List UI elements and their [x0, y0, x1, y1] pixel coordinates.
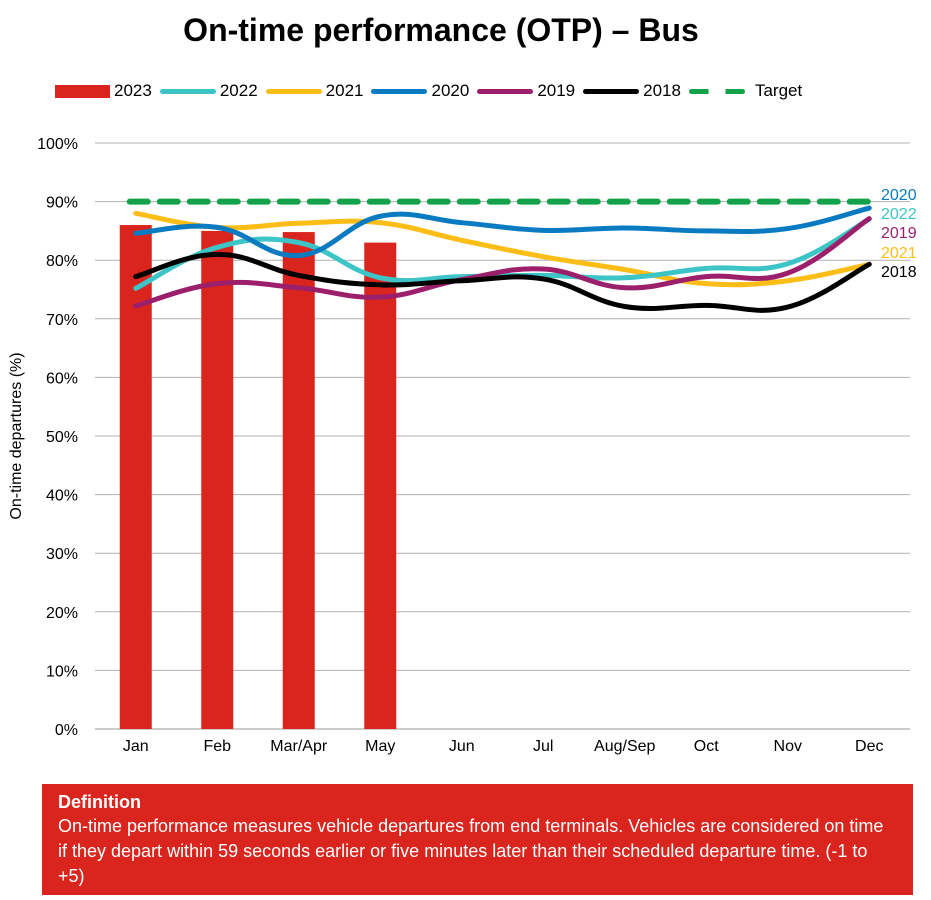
legend: 2023 2022 2021 2020 2019 2018 Target	[55, 80, 810, 102]
legend-label: 2021	[325, 81, 364, 100]
end-label-2019: 2019	[881, 225, 917, 242]
legend-label: 2019	[537, 81, 576, 100]
legend-item-2018: 2018	[583, 80, 681, 102]
legend-label: Target	[754, 81, 803, 100]
bar-2023-mar-apr	[282, 232, 315, 729]
end-label-2021: 2021	[881, 245, 917, 262]
bar-2023-feb	[201, 230, 234, 729]
legend-item-2021: 2021	[265, 80, 364, 102]
y-tick-label: 40%	[46, 488, 78, 505]
bar-2023-jan	[119, 225, 152, 730]
y-tick-label: 100%	[37, 136, 78, 153]
x-tick-label: May	[365, 738, 395, 755]
legend-label: 2022	[219, 81, 258, 100]
legend-swatch-target	[688, 88, 745, 94]
bar-2023-may	[364, 242, 397, 729]
x-tick-label: Jan	[123, 738, 149, 755]
legend-item-2022: 2022	[159, 80, 258, 102]
chart-canvas: 0% 10% 20% 30% 40% 50% 60% 70% 80% 90% 100% On-time…	[8, 136, 917, 755]
y-tick-label: 10%	[46, 663, 78, 680]
x-tick-label: Jun	[449, 738, 475, 755]
line-series-2020	[133, 205, 872, 259]
definition-title: Definition	[58, 792, 141, 812]
legend-item-2020: 2020	[371, 80, 469, 102]
legend-swatch-2019	[477, 88, 534, 94]
end-label-2018: 2018	[881, 264, 917, 281]
line-series-2018	[133, 251, 872, 313]
legend-item-target: Target	[688, 80, 803, 102]
y-tick-label: 30%	[46, 546, 78, 563]
line-series-2021	[133, 210, 872, 288]
legend-swatch-2023	[55, 84, 110, 98]
y-tick-label: 60%	[46, 370, 78, 387]
x-tick-label: Jul	[533, 738, 553, 755]
line-series-2019	[133, 216, 872, 309]
legend-swatch-2022	[159, 88, 216, 94]
legend-label: 2023	[114, 81, 152, 100]
legend-item-2023: 2023	[55, 80, 152, 102]
legend-swatch-2020	[371, 88, 428, 94]
y-axis-label: On-time departures (%)	[8, 352, 25, 519]
y-tick-label: 90%	[46, 195, 78, 212]
definition-box: Definition On-time performance measures …	[42, 784, 913, 895]
definition-text: On-time performance measures vehicle dep…	[58, 816, 884, 886]
x-tick-label: Oct	[694, 738, 719, 755]
y-tick-label: 70%	[46, 312, 78, 329]
legend-label: 2020	[431, 81, 470, 100]
y-tick-label: 0%	[55, 722, 78, 739]
legend-swatch-2021	[265, 88, 322, 94]
x-tick-label: Feb	[203, 738, 231, 755]
x-tick-label: Dec	[855, 738, 883, 755]
y-tick-label: 20%	[46, 605, 78, 622]
end-label-2022: 2022	[881, 206, 917, 223]
y-tick-label: 80%	[46, 253, 78, 270]
end-label-2020: 2020	[881, 187, 917, 204]
legend-label: 2018	[643, 81, 681, 100]
x-tick-label: Aug/Sep	[594, 738, 655, 755]
x-tick-label: Mar/Apr	[270, 738, 328, 755]
legend-item-2019: 2019	[477, 80, 575, 102]
legend-swatch-2018	[583, 88, 640, 94]
chart-title: On-time performance (OTP) – Bus	[183, 12, 699, 48]
x-tick-label: Nov	[774, 738, 802, 755]
y-tick-label: 50%	[46, 429, 78, 446]
